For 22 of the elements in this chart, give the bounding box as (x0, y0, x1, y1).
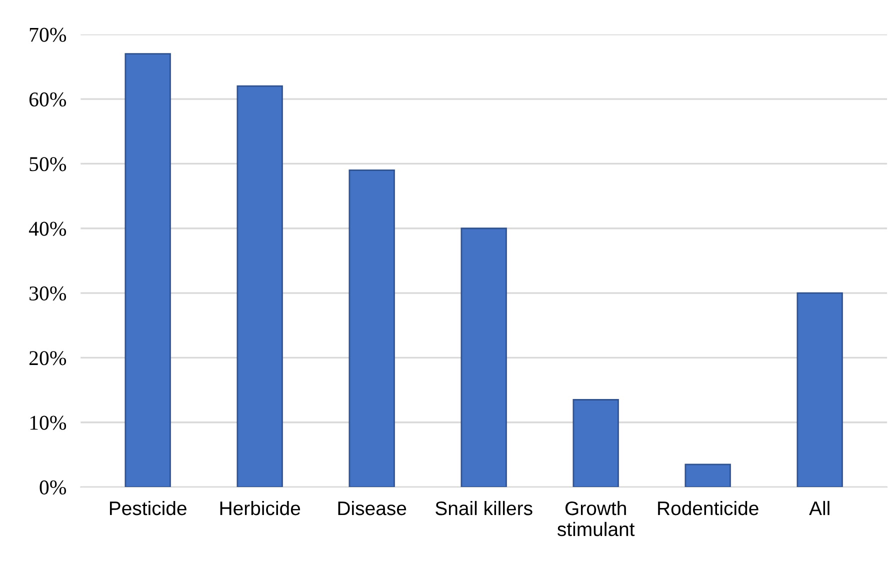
x-tick-label: Herbicide (220, 500, 300, 516)
x-tick-label: Disease (338, 500, 406, 516)
x-tick-label: All (809, 500, 830, 516)
bar (460, 228, 507, 488)
bar (796, 292, 843, 488)
bar (684, 464, 731, 488)
y-tick-label: 70% (30, 28, 66, 42)
y-tick-label: 40% (28, 222, 66, 236)
x-tick-label: Pesticide (110, 500, 186, 516)
bar (348, 169, 395, 488)
x-tick-label: Rodenticide (658, 500, 758, 516)
bar (572, 399, 619, 488)
x-tick-label: Growth stimulant (557, 500, 635, 536)
bar (236, 85, 283, 488)
y-tick-label: 0% (40, 480, 66, 495)
x-tick-label: Snail killers (436, 500, 532, 516)
bar (124, 53, 171, 488)
y-tick-label: 50% (30, 157, 66, 172)
y-tick-label: 20% (29, 351, 66, 366)
y-tick-label: 60% (29, 92, 66, 107)
y-tick-label: 30% (30, 286, 66, 301)
y-tick-label: 10% (30, 416, 66, 430)
